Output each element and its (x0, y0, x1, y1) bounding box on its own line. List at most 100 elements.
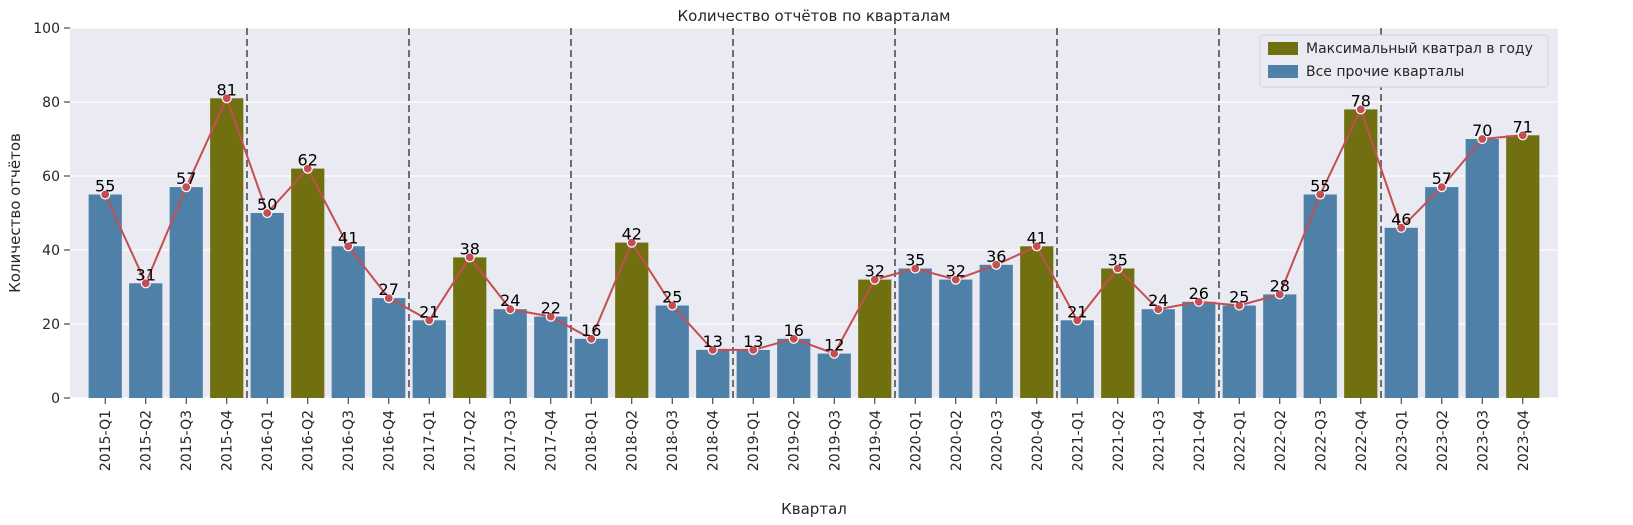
x-tick-label: 2022-Q3 (1313, 410, 1329, 471)
x-tick-label: 2023-Q1 (1394, 410, 1410, 471)
x-tick-label: 2017-Q3 (503, 410, 519, 471)
data-label-2017-Q2: 38 (460, 239, 480, 258)
x-tick-label: 2023-Q2 (1435, 410, 1451, 471)
data-label-2018-Q1: 16 (581, 321, 601, 340)
x-tick-label: 2020-Q4 (1030, 410, 1046, 471)
trend-point-2019-Q3 (829, 348, 840, 359)
data-label-2021-Q2: 35 (1108, 251, 1128, 270)
trend-line-series (100, 93, 1528, 359)
data-label-2022-Q1: 25 (1229, 288, 1249, 307)
x-tick-label: 2022-Q1 (1232, 410, 1248, 471)
trend-point-2023-Q2 (1436, 182, 1447, 193)
bar-2016-Q4 (372, 298, 406, 398)
x-tick-label: 2022-Q4 (1354, 410, 1370, 471)
y-tick-label: 80 (42, 95, 60, 111)
trend-point-2015-Q4 (221, 93, 232, 104)
bars (88, 98, 1540, 399)
data-label-2019-Q4: 32 (865, 262, 885, 281)
x-tick-label: 2015-Q4 (220, 410, 236, 471)
data-label-2021-Q4: 26 (1189, 284, 1209, 303)
legend: Максимальный кватрал в году Все прочие к… (1259, 34, 1549, 88)
data-label-2017-Q1: 21 (419, 302, 439, 321)
trend-point-2021-Q4 (1193, 296, 1204, 307)
trend-point-2018-Q2 (626, 237, 637, 248)
trend-point-2017-Q4 (545, 311, 556, 322)
data-label-2021-Q1: 21 (1067, 302, 1087, 321)
x-tick-label: 2018-Q2 (625, 410, 641, 471)
bar-2020-Q3 (979, 264, 1013, 398)
y-tick-label: 0 (51, 391, 60, 407)
data-label-2022-Q4: 78 (1351, 91, 1371, 110)
bar-2022-Q2 (1263, 294, 1297, 398)
data-label-2020-Q4: 41 (1027, 228, 1047, 247)
bar-2021-Q4 (1182, 301, 1216, 398)
bar-2017-Q1 (412, 320, 446, 398)
bar-2021-Q2 (1101, 268, 1135, 398)
data-label-2015-Q3: 57 (176, 169, 196, 188)
trend-point-2019-Q2 (788, 333, 799, 344)
data-label-2023-Q4: 71 (1513, 117, 1533, 136)
data-label-2016-Q3: 41 (338, 228, 358, 247)
bar-2018-Q2 (615, 242, 649, 398)
x-tick-label: 2021-Q4 (1192, 410, 1208, 471)
data-label-2017-Q4: 22 (541, 299, 561, 318)
bar-2015-Q3 (169, 187, 203, 398)
x-tick-label: 2019-Q3 (827, 410, 843, 471)
x-tick-label: 2018-Q4 (706, 410, 722, 471)
x-tick-label: 2021-Q2 (1111, 410, 1127, 471)
data-label-2016-Q2: 62 (298, 151, 318, 170)
bar-2019-Q2 (777, 338, 811, 398)
x-tick-label: 2021-Q3 (1151, 410, 1167, 471)
data-label-2019-Q1: 13 (743, 332, 763, 351)
y-axis-label: Количество отчётов (6, 133, 24, 293)
trend-point-2018-Q3 (667, 300, 678, 311)
x-tick-label: 2022-Q2 (1273, 410, 1289, 471)
trend-point-2020-Q2 (950, 274, 961, 285)
trend-point-2015-Q2 (140, 278, 151, 289)
trend-point-2015-Q1 (100, 189, 111, 200)
data-label-2020-Q2: 32 (946, 262, 966, 281)
trend-point-2018-Q4 (707, 344, 718, 355)
y-tick-label: 40 (42, 243, 60, 259)
x-tick-label: 2020-Q2 (949, 410, 965, 471)
bar-2018-Q1 (574, 338, 608, 398)
bar-2020-Q4 (1020, 246, 1054, 398)
bar-2018-Q4 (696, 349, 730, 398)
x-tick-label: 2019-Q4 (868, 410, 884, 471)
trend-point-2023-Q3 (1477, 133, 1488, 145)
bar-2023-Q1 (1384, 227, 1418, 398)
data-label-2015-Q1: 55 (95, 177, 115, 196)
bar-2017-Q4 (534, 316, 568, 398)
trend-line (104, 95, 1523, 355)
trend-point-2017-Q2 (464, 252, 475, 263)
x-tick-label: 2015-Q3 (179, 410, 195, 471)
trend-point-2021-Q1 (1072, 315, 1083, 326)
bar-2017-Q2 (453, 257, 487, 398)
bar-2019-Q1 (736, 349, 770, 398)
x-axis: 2015-Q1 2015-Q2 2015-Q3 2015-Q4 2016-Q1 2016-… (98, 398, 1532, 471)
data-label-2021-Q3: 24 (1148, 291, 1168, 310)
legend-label-highlight: Максимальный кватрал в году (1306, 41, 1533, 57)
data-label-2020-Q1: 35 (905, 251, 925, 270)
trend-point-2022-Q4 (1355, 104, 1366, 115)
x-tick-label: 2015-Q1 (98, 410, 114, 471)
bar-2018-Q3 (655, 305, 689, 398)
bar-2021-Q3 (1141, 309, 1175, 398)
bar-2023-Q2 (1425, 187, 1459, 398)
x-tick-label: 2020-Q3 (989, 410, 1005, 471)
x-tick-label: 2019-Q1 (746, 410, 762, 471)
trend-point-2019-Q1 (748, 344, 759, 355)
trend-point-2021-Q3 (1153, 304, 1164, 315)
x-tick-label: 2019-Q2 (787, 410, 803, 471)
bar-2019-Q3 (817, 353, 851, 398)
x-tick-label: 2017-Q1 (422, 410, 438, 471)
year-dividers (245, 28, 1383, 398)
trend-point-2019-Q4 (869, 274, 880, 285)
bar-2019-Q4 (858, 279, 892, 398)
x-tick-label: 2016-Q2 (301, 410, 317, 471)
trend-point-2022-Q2 (1274, 289, 1285, 300)
data-label-2023-Q3: 70 (1472, 121, 1492, 140)
chart-title: Количество отчётов по кварталам (678, 7, 951, 25)
bar-2015-Q2 (129, 283, 163, 398)
